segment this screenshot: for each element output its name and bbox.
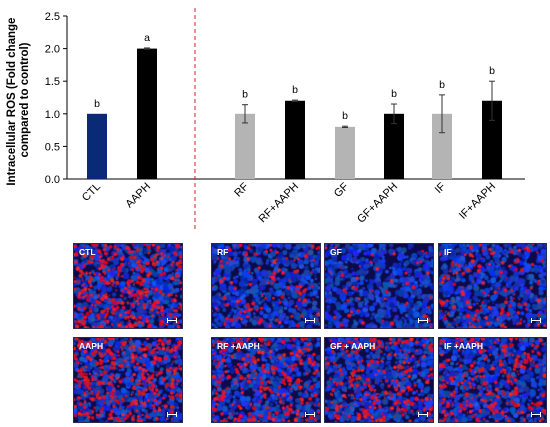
bar — [87, 113, 107, 179]
category-label: CTL — [80, 181, 103, 204]
micrograph-panel: GF + AAPH — [324, 337, 434, 423]
scale-bar — [167, 318, 177, 323]
significance-label: b — [391, 88, 397, 100]
significance-label: b — [439, 79, 445, 91]
micrograph-image — [74, 244, 182, 328]
category-label: AAPH — [123, 181, 153, 211]
bar — [137, 48, 157, 179]
micrograph-label: GF — [330, 247, 342, 257]
y-tick-label: 1.0 — [45, 109, 60, 121]
micrograph-image — [325, 338, 433, 422]
significance-label: b — [242, 89, 248, 101]
micrograph-panel: GF — [324, 243, 434, 329]
category-label: RF — [232, 180, 251, 199]
category-label: RF+AAPH — [257, 181, 302, 226]
significance-label: b — [94, 98, 100, 110]
category-label: IF — [433, 180, 449, 196]
micrograph-image — [74, 338, 182, 422]
bar — [432, 113, 452, 179]
micrograph-label: CTL — [79, 247, 96, 257]
bars — [87, 47, 502, 179]
micrograph-image — [212, 338, 320, 422]
micrograph-panel: IF — [438, 243, 547, 329]
y-axis-label: Intracellular ROS (Fold change compared … — [6, 14, 31, 185]
y-tick-label: 0.0 — [45, 174, 60, 186]
micrograph-label: IF +AAPH — [444, 341, 483, 351]
micrograph-panel: CTL — [73, 243, 183, 329]
micrograph-panel: RF — [211, 243, 321, 329]
significance-label: b — [292, 84, 298, 96]
bar — [482, 100, 502, 179]
micrograph-label: RF — [217, 247, 229, 257]
scale-bar — [305, 318, 315, 323]
labels: 0.0 0.5 1.0 1.5 2.0 2.5 b CTL a AAPH b RF b RF+AAPH b G… — [45, 11, 498, 226]
scale-bar — [418, 412, 428, 417]
micrograph-panel: AAPH — [73, 337, 183, 423]
y-tick-label: 2.5 — [45, 11, 60, 23]
y-tick-label: 1.5 — [45, 76, 60, 88]
bar — [384, 113, 404, 179]
micrograph-image — [439, 244, 546, 328]
significance-label: a — [144, 32, 150, 44]
micrograph-image — [325, 244, 433, 328]
category-label: IF+AAPH — [457, 181, 498, 222]
category-label: GF+AAPH — [355, 181, 400, 226]
micrograph-label: IF — [444, 247, 452, 257]
y-tick-label: 0.5 — [45, 141, 60, 153]
significance-label: b — [342, 110, 348, 122]
significance-label: b — [489, 65, 495, 77]
bar-chart: Intracellular ROS (Fold change compared … — [6, 8, 525, 230]
micrograph-image — [439, 338, 546, 422]
bar — [285, 100, 305, 179]
y-axis-label-line-2: compared to control) — [19, 42, 31, 157]
bar — [335, 126, 355, 179]
micrograph-label: RF +AAPH — [217, 341, 260, 351]
micrograph-label: GF + AAPH — [330, 341, 376, 351]
y-tick-label: 2.0 — [45, 44, 60, 56]
scale-bar — [418, 318, 428, 323]
scale-bar — [167, 412, 177, 417]
y-axis-label-line-1: Intracellular ROS (Fold change — [6, 18, 18, 186]
bar — [235, 113, 255, 179]
micrograph-label: AAPH — [79, 341, 104, 351]
scale-bar — [531, 412, 541, 417]
micrograph-panel: RF +AAPH — [211, 337, 321, 423]
micrograph-image — [212, 244, 320, 328]
micrograph-panel: IF +AAPH — [438, 337, 547, 423]
scale-bar — [531, 318, 541, 323]
category-label: GF — [332, 180, 351, 199]
scale-bar — [305, 412, 315, 417]
